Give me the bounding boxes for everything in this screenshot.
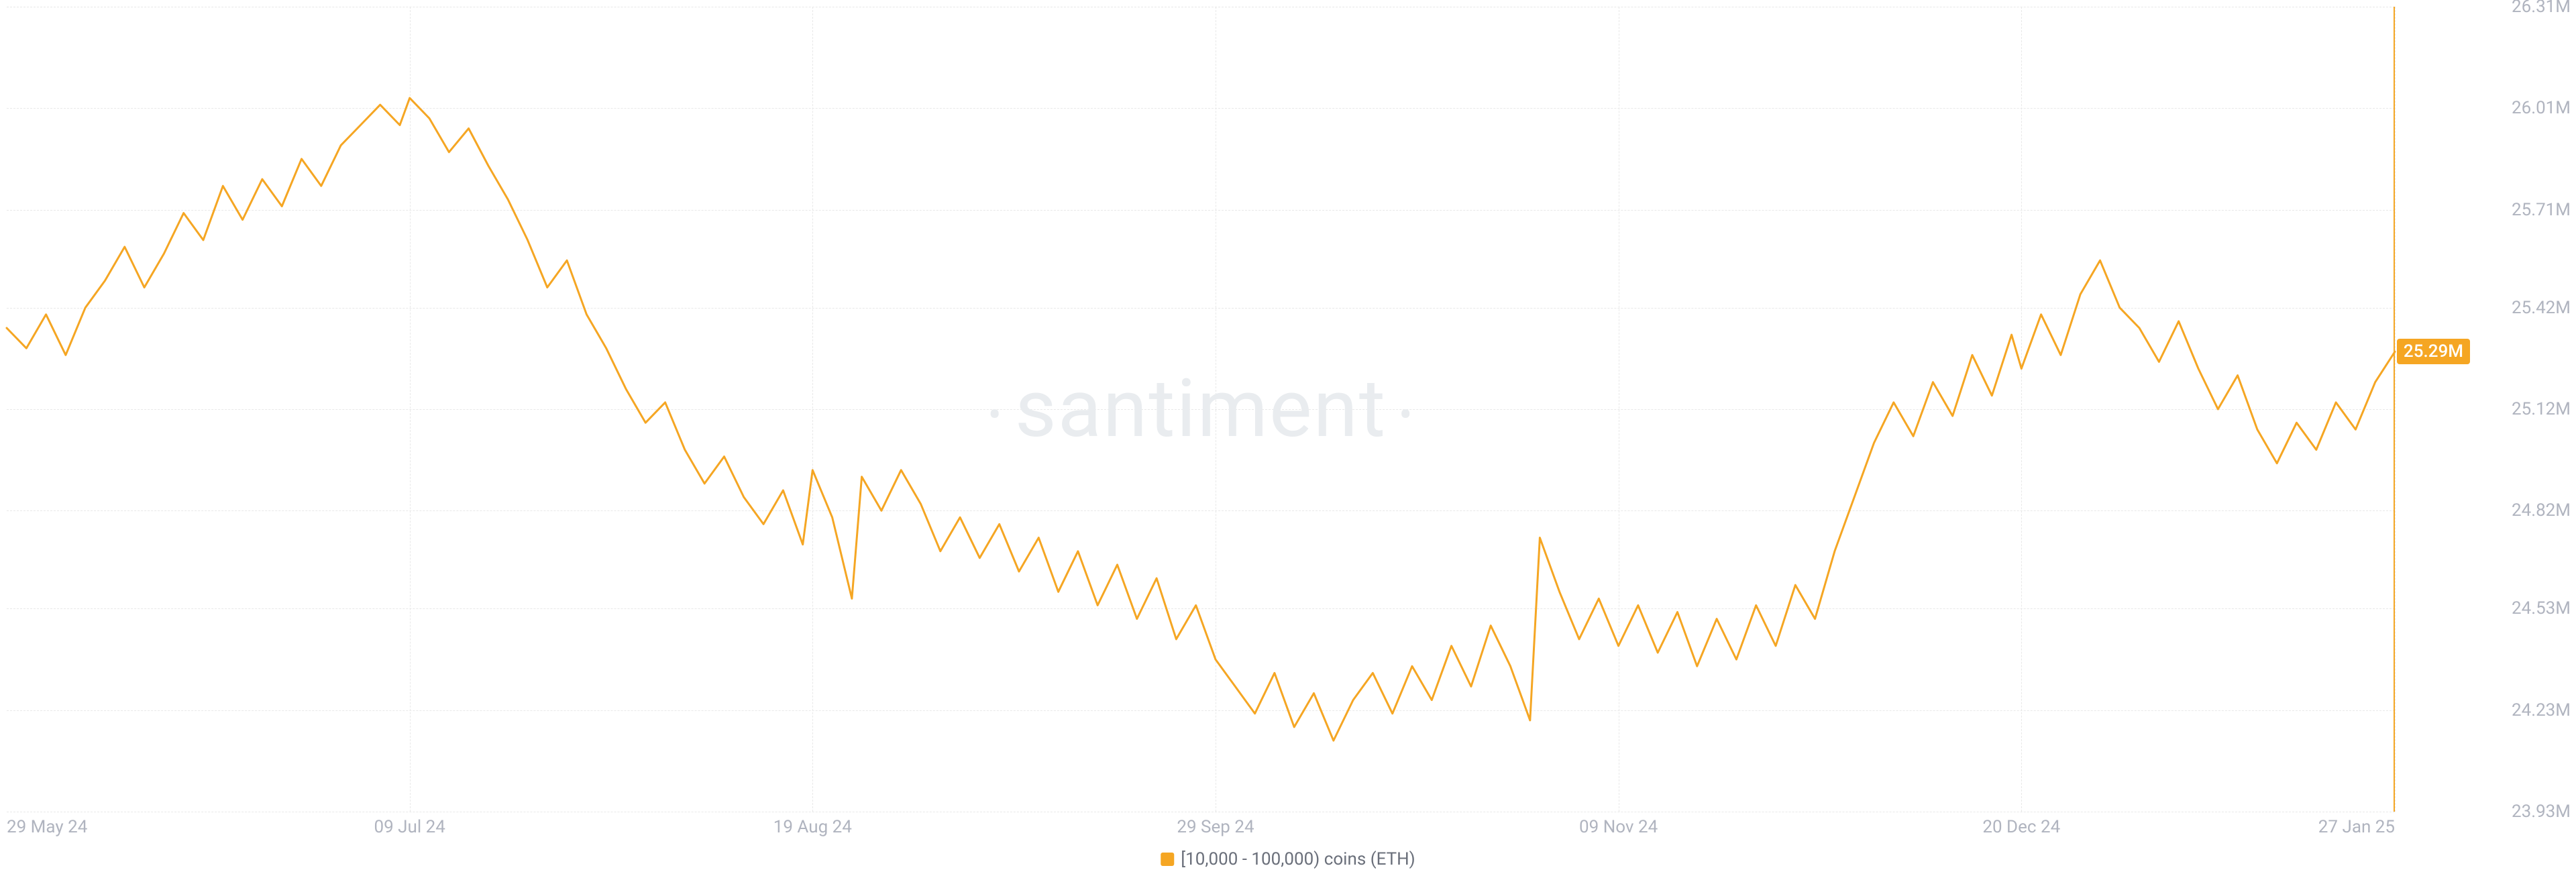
y-axis-accent-line — [2394, 7, 2395, 812]
y-tick-label: 25.12M — [2512, 399, 2571, 419]
legend[interactable]: [10,000 - 100,000) coins (ETH) — [1161, 849, 1415, 869]
y-tick-label: 26.31M — [2512, 0, 2571, 17]
chart-container: •santiment• 26.31M 26.01M 25.71M 25.42M 25.1… — [0, 0, 2576, 872]
y-tick-label: 26.01M — [2512, 98, 2571, 118]
plot-area[interactable]: •santiment• — [7, 7, 2395, 812]
y-tick-label: 24.23M — [2512, 700, 2571, 720]
y-axis: 26.31M26.01M25.71M25.42M25.12M24.82M24.5… — [2396, 7, 2571, 812]
grid-line-v — [2395, 7, 2396, 812]
legend-swatch-icon — [1161, 853, 1174, 866]
legend-label: [10,000 - 100,000) coins (ETH) — [1181, 849, 1415, 869]
x-axis: 29 May 24 09 Jul 24 19 Aug 24 29 Sep 24 09 N… — [7, 817, 2395, 837]
x-tick-label: 29 May 24 — [7, 817, 87, 837]
x-tick-label: 09 Nov 24 — [1579, 817, 1658, 837]
current-value-text: 25.29M — [2404, 341, 2463, 362]
current-value-badge: 25.29M — [2397, 339, 2470, 364]
y-tick-label: 23.93M — [2512, 802, 2571, 822]
x-tick-label: 27 Jan 25 — [2318, 817, 2395, 837]
y-tick-label: 24.53M — [2512, 598, 2571, 618]
x-tick-label: 19 Aug 24 — [773, 817, 852, 837]
series-line — [7, 98, 2395, 741]
y-tick-label: 25.71M — [2512, 200, 2571, 220]
x-tick-label: 09 Jul 24 — [374, 817, 445, 837]
y-tick-label: 24.82M — [2512, 500, 2571, 521]
line-chart-svg — [7, 7, 2395, 812]
x-tick-label: 20 Dec 24 — [1982, 817, 2060, 837]
y-tick-label: 25.42M — [2512, 298, 2571, 318]
x-tick-label: 29 Sep 24 — [1177, 817, 1254, 837]
